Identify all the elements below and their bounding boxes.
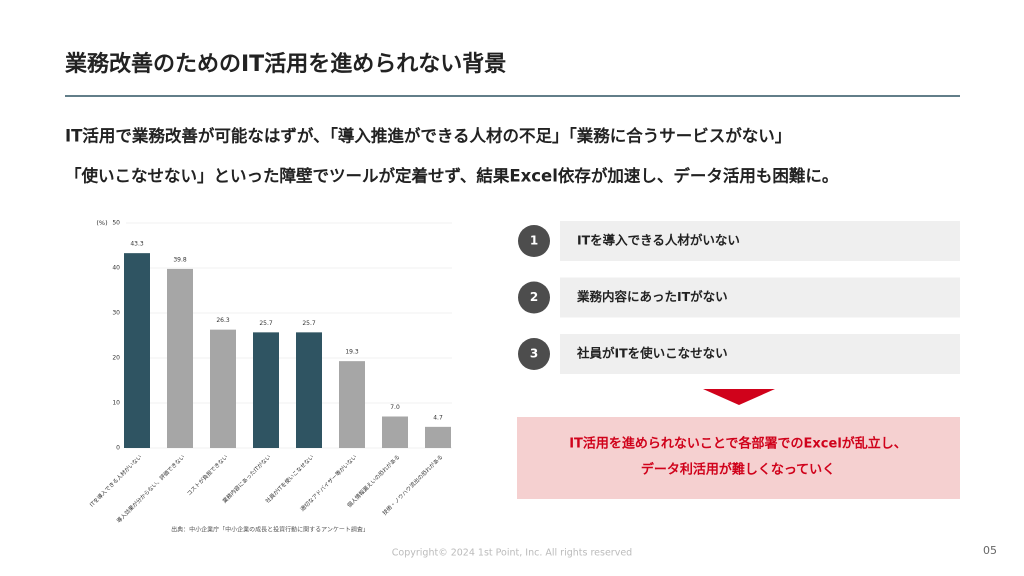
y-tick-label: 30 [112,310,120,317]
y-tick-label: 20 [112,355,120,362]
y-tick-label: 0 [116,445,120,452]
value-label: 4.7 [433,414,443,421]
list-box [560,334,960,374]
lead-line: 「使いこなせない」といった障壁でツールが定着せず、結果Excel依存が加速し、デ… [65,166,838,186]
chart-source: 出典：中小企業庁「中小企業の成長と投資行動に関するアンケート調査」 [171,526,369,534]
list-text: 業務内容にあったITがない [576,289,728,304]
y-tick-label: 10 [112,400,120,407]
slide-title: 業務改善のためのIT活用を進められない背景 [65,51,506,77]
bar [296,332,322,448]
list-badge [518,281,550,314]
bar [425,426,451,448]
bar [253,332,279,448]
y-tick-label: 40 [112,265,120,272]
list-number: 3 [530,347,538,361]
value-label: 19.3 [345,349,359,356]
list-badge [518,338,550,370]
bar [124,253,150,448]
y-axis-label: (%) [96,219,107,227]
bar [382,416,408,448]
chart: (%)0102030405043.3ITを導入できる人材がいない39.8導入効果… [88,219,452,534]
list-text: ITを導入できる人材がいない [577,233,740,248]
value-label: 39.8 [173,256,187,263]
value-label: 26.3 [216,317,230,324]
copyright: Copyright© 2024 1st Point, Inc. All righ… [392,548,632,559]
conclusion-line: データ利活用が難しくなっていく [641,462,835,478]
value-label: 25.7 [259,320,273,327]
conclusion-box [517,417,960,499]
list-badge [518,225,550,257]
x-tick-label: コストが負担できない [185,452,230,497]
list-box [560,221,960,261]
list-text: 社員がITを使いこなせない [576,346,728,361]
list-box [560,277,960,318]
y-tick-label: 50 [112,220,120,227]
list-number: 2 [530,290,538,304]
value-label: 7.0 [390,404,400,411]
value-label: 25.7 [302,320,316,327]
value-label: 43.3 [130,241,144,248]
arrow [703,389,775,405]
list-number: 1 [530,234,538,248]
lead-line: IT活用で業務改善が可能なはずが、「導入推進ができる人材の不足」「業務に合うサー… [65,126,791,146]
x-tick-label: 導入効果が分からない、評価できない [115,452,187,524]
conclusion-line: IT活用を進められないことで各部署でのExcelが乱立し、 [569,436,907,452]
list: 1 ITを導入できる人材がいない 2 業務内容にあったITがない 3 社員がITを使いこな… [518,221,960,374]
x-tick-label: 業務内容にあったITがない [221,452,273,504]
bar [167,268,193,448]
bar [210,329,236,448]
page-number: 05 [983,544,997,557]
x-tick-label: 社員がITを使いこなせない [264,452,316,504]
bar [339,361,365,448]
